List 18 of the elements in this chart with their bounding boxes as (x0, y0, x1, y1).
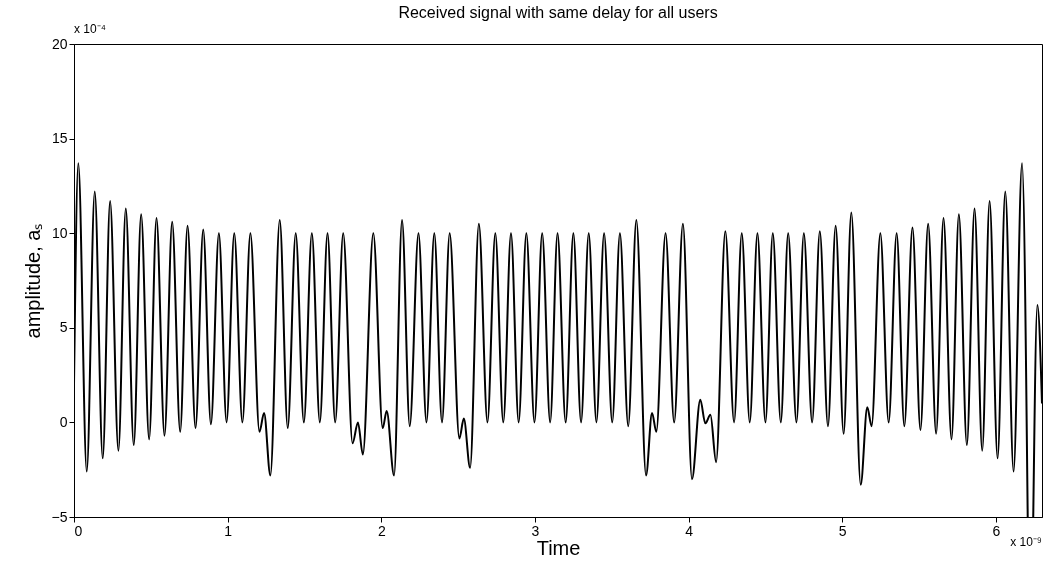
x-tick-label: 2 (377, 522, 386, 539)
y-tick-label: −5 (51, 508, 68, 525)
y-tick-label: 0 (59, 413, 68, 430)
y-tick-label: 15 (51, 130, 68, 147)
y-tick-label: 10 (51, 224, 68, 241)
y-tick-label: 5 (59, 319, 68, 336)
x-tick-label: 0 (74, 522, 83, 539)
x-tick-label: 5 (838, 522, 847, 539)
chart-title: Received signal with same delay for all users (398, 4, 718, 21)
x-tick-label: 4 (685, 522, 694, 539)
x-tick-label: 3 (531, 522, 540, 539)
text: x 10⁻⁹ (1010, 535, 1042, 549)
x-tick-label: 1 (224, 522, 233, 539)
y-axis-title: amplitude, aₛ (21, 223, 44, 339)
x-axis-title: Time (536, 536, 581, 559)
y-tick-label: 20 (51, 35, 68, 52)
x-tick-label: 6 (992, 522, 1001, 539)
text: x 10⁻⁴ (74, 22, 106, 36)
